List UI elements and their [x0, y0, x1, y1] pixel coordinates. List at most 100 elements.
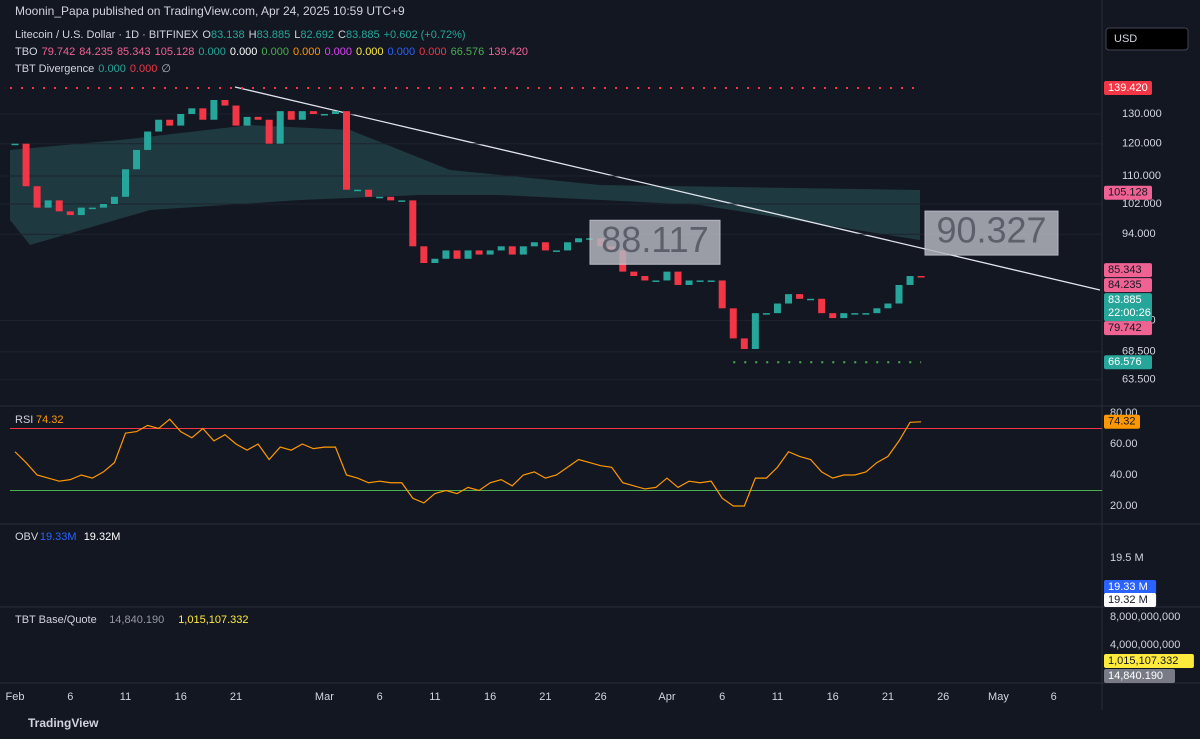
tbo-value: 0.000 [419, 46, 447, 58]
price-badge-label: 85.343 [1108, 264, 1142, 276]
ohlc-value: 82.692 [300, 29, 334, 41]
tbo-value: 0.000 [261, 46, 289, 58]
tbo-value: 84.235 [79, 46, 113, 58]
candle [453, 250, 461, 259]
y-tick-label: 110.000 [1122, 170, 1161, 182]
div-value: 0.000 [129, 63, 158, 75]
price-badge-label: 105.128 [1108, 187, 1148, 199]
candle [674, 271, 682, 285]
x-tick-label: Apr [658, 691, 675, 703]
candle [265, 119, 273, 144]
ohlc-value: 83.885 [345, 29, 380, 41]
candle [785, 294, 792, 304]
currency[interactable]: USD [1114, 33, 1137, 45]
candle [486, 250, 494, 255]
candle [320, 114, 328, 116]
x-tick-label: 11 [772, 691, 783, 703]
candle [243, 116, 251, 126]
rsi-last: 74.32 [36, 414, 64, 426]
candle [696, 280, 704, 282]
candle [166, 119, 174, 126]
candle [751, 313, 759, 350]
candle [740, 338, 748, 350]
indicator-badge [1104, 669, 1175, 683]
indicator-badge [1104, 593, 1157, 607]
candle [464, 250, 472, 259]
candle [221, 99, 229, 106]
tbo-value: 0.000 [356, 46, 384, 58]
price-badge [1104, 355, 1152, 370]
candle [309, 111, 317, 114]
candle [818, 298, 826, 314]
candle [519, 246, 527, 255]
symbol: Litecoin / U.S. Dollar · 1D · BITFINEX [15, 29, 199, 41]
price-badge [1104, 81, 1152, 96]
candle [685, 280, 693, 285]
tbo-value: 0.000 [387, 46, 416, 58]
callout-label: 88.117 [601, 219, 708, 260]
candle [773, 303, 781, 314]
tbo-value: 85.343 [116, 46, 151, 58]
candle [564, 242, 571, 251]
price-badge [1104, 185, 1152, 200]
price-badge [1104, 263, 1152, 278]
indicator-badge-label: 14,840.190 [1108, 670, 1163, 682]
price-badge-label: 139.420 [1108, 82, 1148, 94]
candle [66, 211, 74, 216]
candle [133, 149, 141, 170]
indicator-title: TBT Base/Quote [15, 614, 97, 626]
candle [55, 200, 63, 212]
tbo-value: 0.000 [229, 46, 258, 58]
candle [729, 308, 737, 339]
price-badge-label: 66.576 [1108, 356, 1142, 368]
y-tick-label: 120.000 [1122, 138, 1162, 150]
tbo-value: 139.420 [488, 46, 529, 58]
candle [796, 294, 804, 299]
candle [884, 303, 892, 309]
candle [762, 313, 770, 315]
candle [807, 298, 815, 301]
candle [420, 246, 428, 264]
candle [387, 196, 395, 201]
rsi-line [14, 418, 922, 507]
indicator-value: 1,015,107.332 [178, 614, 248, 626]
candle [155, 119, 163, 132]
candle [144, 131, 152, 150]
candle [652, 280, 660, 282]
indicator-badge-label: 19.33 M [1108, 581, 1148, 593]
candle [663, 271, 671, 281]
ohlc-key: O [202, 29, 211, 41]
tbo-value: 79.742 [41, 46, 76, 58]
tbo-name: TBO [15, 46, 38, 58]
change: +0.602 (+0.72%) [383, 29, 466, 41]
div-name: TBT Divergence [15, 63, 95, 75]
tbo-value: 105.128 [154, 46, 195, 58]
rsi-badge-label: 74.32 [1108, 416, 1136, 428]
indicator-badge-label: 19.32 M [1108, 594, 1148, 606]
x-tick-label: 11 [120, 691, 131, 703]
x-tick-label: 6 [67, 691, 73, 703]
candle [917, 276, 925, 278]
x-tick-label: 6 [377, 691, 383, 703]
y-tick-label: 68.500 [1122, 346, 1156, 358]
tbo-value: 66.576 [450, 46, 485, 58]
indicator-value: 19.32M [84, 531, 121, 543]
x-tick-label: 16 [484, 691, 496, 703]
candle [99, 203, 107, 208]
candle [829, 313, 837, 319]
currency-button[interactable] [1105, 27, 1189, 51]
candle [541, 242, 549, 251]
ohlc-value: 83.138 [210, 29, 245, 41]
trendline [234, 86, 1101, 291]
x-tick-label: 26 [595, 691, 607, 703]
indicator-tick-label: 19.5 M [1110, 552, 1144, 564]
candle [298, 111, 306, 120]
x-tick-label: 6 [719, 691, 725, 703]
candle [331, 111, 339, 114]
candle [22, 143, 30, 187]
candle [287, 111, 295, 120]
legend-symbol: Litecoin / U.S. Dollar · 1D · BITFINEX O8… [15, 29, 470, 41]
candle [862, 313, 870, 315]
